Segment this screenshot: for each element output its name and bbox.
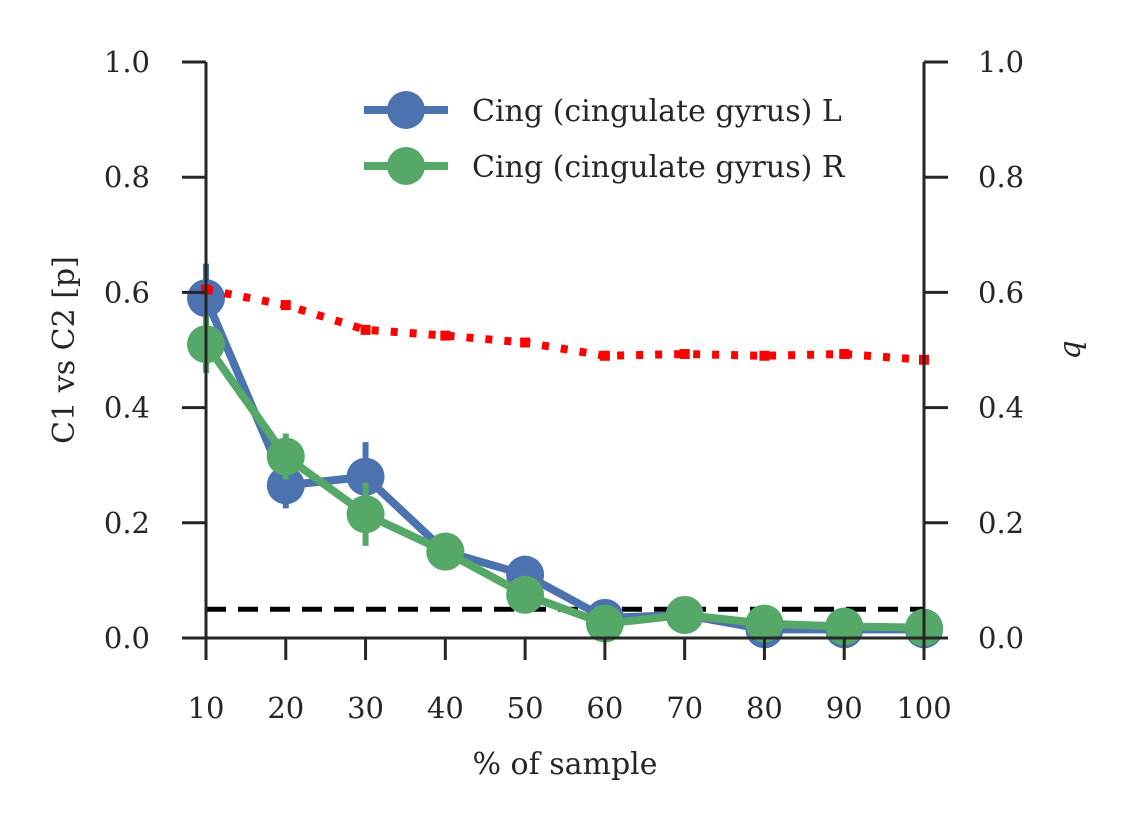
legend-item: Cing (cingulate gyrus) L xyxy=(364,91,842,129)
data-point xyxy=(839,349,850,360)
right-y-tick-label: 0.4 xyxy=(978,391,1024,425)
data-point xyxy=(346,457,385,496)
data-point xyxy=(360,324,371,335)
y-tick-label: 0.4 xyxy=(104,391,150,425)
legend: Cing (cingulate gyrus) L Cing (cingulate … xyxy=(364,91,846,185)
legend-marker xyxy=(387,147,425,185)
data-point xyxy=(280,300,291,311)
legend-marker xyxy=(387,91,425,129)
x-tick-label: 20 xyxy=(267,691,304,725)
x-tick-label: 70 xyxy=(666,691,703,725)
y-tick-label: 0.8 xyxy=(104,160,150,194)
x-axis-label: % of sample xyxy=(472,747,657,782)
data-point xyxy=(585,604,624,643)
data-point xyxy=(520,337,531,348)
y-tick-label: 0.0 xyxy=(104,621,150,655)
data-point xyxy=(506,575,545,614)
y-tick-label: 0.2 xyxy=(104,506,150,540)
x-tick-label: 90 xyxy=(826,691,863,725)
right-y-tick-label: 0.2 xyxy=(978,506,1024,540)
x-tick-label: 100 xyxy=(896,691,951,725)
x-tick-label: 40 xyxy=(427,691,464,725)
x-tick-label: 10 xyxy=(188,691,225,725)
right-y-tick-label: 0.6 xyxy=(978,275,1024,309)
data-point xyxy=(745,604,784,643)
data-point xyxy=(346,495,385,534)
data-point xyxy=(665,595,704,634)
x-tick-label: 60 xyxy=(586,691,623,725)
legend-item: Cing (cingulate gyrus) R xyxy=(364,147,846,185)
series-line xyxy=(202,341,925,632)
x-tick-label: 80 xyxy=(746,691,783,725)
data-point xyxy=(426,532,465,571)
data-point xyxy=(679,349,690,360)
right-y-tick-label: 1.0 xyxy=(978,45,1024,79)
y-tick-label: 1.0 xyxy=(104,45,150,79)
right-y-tick-label: 0.0 xyxy=(978,621,1024,655)
x-tick-label: 30 xyxy=(347,691,384,725)
y-axis-label: C1 vs C2 [p] xyxy=(47,256,82,444)
data-point xyxy=(440,330,451,341)
data-point xyxy=(759,350,770,361)
right-y-axis-label: q xyxy=(1053,340,1088,359)
y-tick-label: 0.6 xyxy=(104,275,150,309)
data-point xyxy=(266,466,305,505)
legend-label: Cing (cingulate gyrus) R xyxy=(472,150,846,185)
x-tick-label: 50 xyxy=(507,691,544,725)
series-line xyxy=(205,285,925,364)
data-point xyxy=(266,437,305,476)
data-point xyxy=(599,350,610,361)
right-y-tick-label: 0.8 xyxy=(978,160,1024,194)
data-point xyxy=(825,607,864,646)
legend-label: Cing (cingulate gyrus) L xyxy=(472,94,842,129)
series-3 xyxy=(201,284,929,365)
